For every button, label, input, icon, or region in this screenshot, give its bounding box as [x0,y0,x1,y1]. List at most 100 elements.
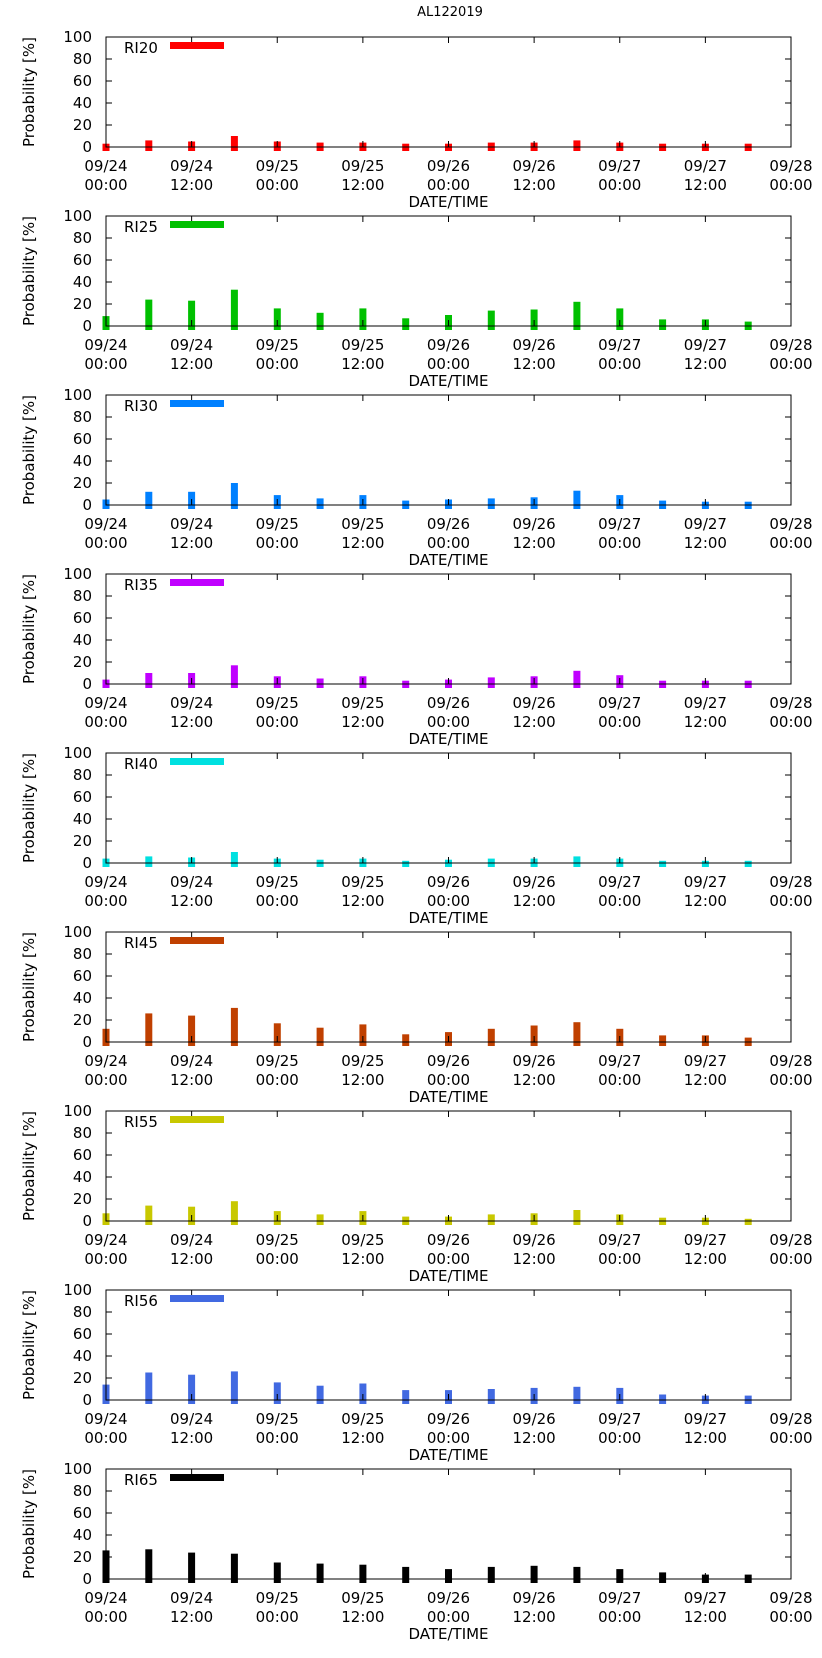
x-axis-title: DATE/TIME [408,193,488,211]
x-tick-time: 12:00 [170,176,213,194]
x-tick-date: 09/27 [598,1410,641,1428]
x-tick-date: 09/27 [684,336,727,354]
x-tick-date: 09/25 [256,1231,299,1249]
bar-ri25-4 [273,308,281,330]
y-tick-label: 20 [73,1548,92,1566]
x-tick-date: 09/24 [170,1052,213,1070]
y-tick-label: 100 [63,744,92,762]
y-tick-label: 60 [73,609,92,627]
y-tick-label: 80 [73,587,92,605]
y-tick-label: 40 [73,989,92,1007]
legend-swatch [170,579,224,586]
x-tick-time: 00:00 [598,176,641,194]
x-tick-time: 00:00 [256,534,299,552]
y-tick-label: 100 [63,1102,92,1120]
chart-title: AL122019 [417,5,483,20]
x-tick-date: 09/24 [84,1589,127,1607]
y-tick-label: 20 [73,1011,92,1029]
x-tick-time: 12:00 [513,1250,556,1268]
x-tick-date: 09/25 [341,515,384,533]
y-tick-label: 60 [73,967,92,985]
y-tick-label: 40 [73,810,92,828]
x-tick-time: 00:00 [769,1608,812,1626]
x-tick-date: 09/24 [170,694,213,712]
x-tick-time: 00:00 [84,1608,127,1626]
legend-swatch [170,937,224,944]
x-tick-date: 09/25 [341,1231,384,1249]
bar-ri25-13 [659,319,667,330]
x-tick-date: 09/27 [684,694,727,712]
bar-ri45-2 [188,1015,196,1046]
y-tick-label: 20 [73,116,92,134]
bar-ri40-11 [573,856,581,867]
x-tick-date: 09/25 [256,157,299,175]
bar-ri40-13 [659,860,667,867]
y-axis-title: Probability [%] [20,753,38,863]
y-tick-label: 60 [73,251,92,269]
bar-ri56-9 [487,1389,495,1404]
bar-ri56-2 [188,1374,196,1404]
x-tick-time: 12:00 [170,1250,213,1268]
x-tick-time: 00:00 [427,355,470,373]
x-tick-date: 09/26 [427,873,470,891]
x-tick-date: 09/28 [769,694,812,712]
x-tick-time: 12:00 [341,534,384,552]
x-tick-date: 09/27 [598,1052,641,1070]
legend-label: RI25 [124,218,158,236]
bar-ri25-2 [188,300,196,330]
x-tick-time: 00:00 [84,1429,127,1447]
x-tick-time: 12:00 [513,176,556,194]
x-tick-time: 00:00 [598,1429,641,1447]
x-tick-time: 12:00 [170,1608,213,1626]
legend-swatch [170,42,224,49]
y-axis-title: Probability [%] [20,1111,38,1221]
x-tick-time: 00:00 [598,534,641,552]
x-tick-date: 09/27 [598,336,641,354]
bar-ri65-4 [273,1562,281,1583]
x-tick-date: 09/26 [513,1052,556,1070]
bar-ri55-1 [145,1205,153,1225]
y-tick-label: 60 [73,1325,92,1343]
x-tick-date: 09/26 [427,1231,470,1249]
bar-ri55-11 [573,1210,581,1225]
x-tick-time: 12:00 [341,713,384,731]
bar-ri56-3 [230,1371,238,1404]
x-tick-date: 09/24 [170,515,213,533]
y-tick-label: 0 [82,496,92,514]
x-tick-time: 00:00 [256,176,299,194]
x-tick-time: 12:00 [341,176,384,194]
x-tick-date: 09/25 [341,1052,384,1070]
bar-ri35-5 [316,678,324,688]
bar-ri65-11 [573,1566,581,1583]
y-tick-label: 0 [82,317,92,335]
x-tick-date: 09/26 [513,515,556,533]
x-tick-time: 00:00 [598,1071,641,1089]
x-tick-time: 00:00 [769,713,812,731]
x-tick-date: 09/26 [427,694,470,712]
y-tick-label: 60 [73,788,92,806]
bar-ri56-7 [402,1390,410,1404]
x-tick-time: 00:00 [256,1429,299,1447]
x-tick-time: 00:00 [598,1608,641,1626]
x-tick-date: 09/28 [769,157,812,175]
x-tick-time: 12:00 [513,355,556,373]
y-tick-label: 20 [73,474,92,492]
y-tick-label: 80 [73,50,92,68]
bar-ri30-5 [316,498,324,509]
x-tick-time: 12:00 [513,713,556,731]
x-tick-date: 09/26 [427,515,470,533]
x-tick-date: 09/26 [513,1589,556,1607]
x-tick-time: 12:00 [341,355,384,373]
y-tick-label: 100 [63,923,92,941]
legend-label: RI30 [124,397,158,415]
y-tick-label: 40 [73,452,92,470]
x-tick-time: 00:00 [84,176,127,194]
x-tick-date: 09/24 [84,1052,127,1070]
y-tick-label: 80 [73,229,92,247]
bar-ri45-6 [359,1024,367,1046]
x-tick-date: 09/27 [598,694,641,712]
x-tick-time: 00:00 [427,1071,470,1089]
x-tick-date: 09/27 [684,515,727,533]
